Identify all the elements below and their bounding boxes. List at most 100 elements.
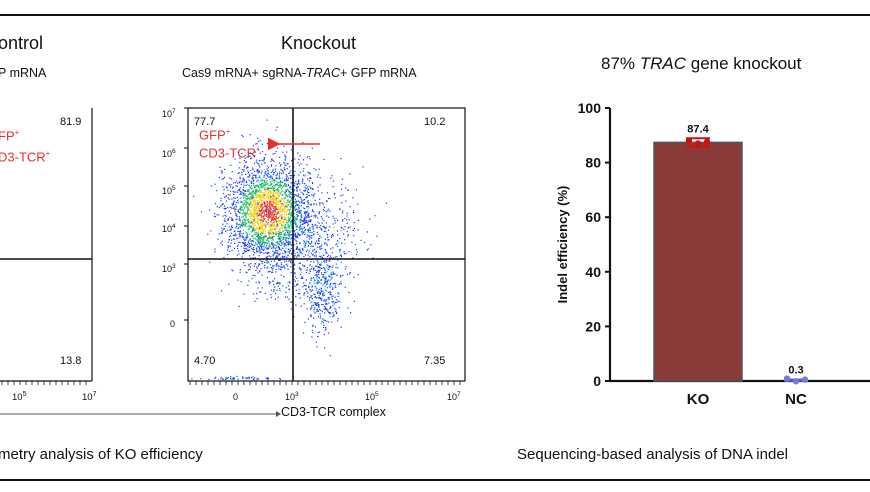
scatter-dot <box>305 240 308 242</box>
scatter-dot <box>265 191 267 193</box>
scatter-dot <box>253 207 255 209</box>
scatter-dot <box>277 281 279 283</box>
scatter-dot <box>271 244 274 246</box>
scatter-dot <box>315 256 317 258</box>
scatter-dot <box>237 189 239 191</box>
scatter-dot <box>284 209 286 211</box>
scatter-dot <box>290 225 292 227</box>
scatter-dot <box>299 251 301 253</box>
scatter-dot <box>277 217 279 219</box>
scatter-dot <box>249 155 251 157</box>
scatter-dot <box>320 287 322 289</box>
scatter-dot <box>295 194 297 196</box>
scatter-dot <box>340 281 342 283</box>
scatter-dot <box>247 184 249 186</box>
scatter-dot <box>248 225 250 227</box>
scatter-dot <box>301 230 303 232</box>
scatter-dot <box>347 189 349 191</box>
scatter-dot <box>277 255 279 257</box>
scatter-dot <box>309 204 311 206</box>
scatter-dot <box>272 193 274 195</box>
scatter-dot <box>279 186 281 188</box>
scatter-dot <box>254 205 256 208</box>
scatter-dot <box>293 201 295 203</box>
scatter-dot <box>259 197 261 199</box>
scatter-dot <box>277 172 279 175</box>
scatter-dot <box>297 152 299 154</box>
scatter-dot <box>254 192 256 194</box>
scatter-dot <box>317 332 319 334</box>
scatter-dot <box>275 193 278 195</box>
scatter-dot <box>281 226 283 228</box>
scatter-dot <box>333 315 335 317</box>
scatter-dot <box>246 210 249 212</box>
scatter-dot <box>343 233 345 235</box>
scatter-dot <box>247 209 249 211</box>
scatter-dot <box>229 229 231 231</box>
scatter-dot <box>302 264 304 267</box>
scatter-dot <box>272 243 274 245</box>
scatter-dot <box>242 196 244 198</box>
scatter-dot <box>298 164 300 166</box>
scatter-dot <box>324 285 326 287</box>
scatter-dot <box>243 222 245 224</box>
scatter-dot <box>276 174 278 176</box>
scatter-dot <box>280 244 282 246</box>
scatter-dot <box>223 220 225 222</box>
scatter-dot <box>265 235 267 238</box>
scatter-dot <box>269 246 271 248</box>
scatter-dot <box>284 164 286 166</box>
scatter-dot <box>313 278 315 280</box>
scatter-dot <box>321 304 323 306</box>
scatter-dot <box>335 218 337 220</box>
scatter-dot <box>255 177 257 179</box>
scatter-dot <box>310 277 313 279</box>
scatter-dot <box>229 190 232 192</box>
scatter-dot <box>286 265 288 267</box>
scatter-dot <box>276 246 278 248</box>
scatter-dot <box>255 269 257 272</box>
scatter-dot <box>279 209 281 211</box>
scatter-dot <box>278 196 280 198</box>
scatter-dot <box>309 172 311 174</box>
scatter-dot <box>310 204 312 206</box>
scatter-dot <box>308 235 310 237</box>
control-title: ontrol <box>0 33 44 53</box>
scatter-dot <box>324 260 326 262</box>
scatter-dot <box>243 293 245 295</box>
scatter-dot <box>291 210 293 212</box>
scatter-dot <box>278 247 280 250</box>
scatter-dot <box>339 251 341 253</box>
scatter-dot <box>328 332 330 334</box>
scatter-dot <box>318 291 320 293</box>
scatter-dot <box>268 247 270 249</box>
scatter-dot <box>246 225 248 228</box>
scatter-dot <box>239 231 241 233</box>
scatter-dot <box>274 152 276 155</box>
scatter-dot <box>296 228 298 230</box>
scatter-dot <box>245 198 247 200</box>
scatter-dot <box>275 232 277 234</box>
scatter-dot <box>297 216 299 218</box>
scatter-dot <box>311 194 313 196</box>
scatter-dot <box>263 179 266 181</box>
scatter-dot <box>259 259 261 261</box>
scatter-dot <box>265 210 267 212</box>
scatter-dot <box>259 214 261 216</box>
scatter-dot <box>273 206 275 208</box>
scatter-dot <box>329 291 331 293</box>
scatter-dot <box>348 251 350 253</box>
scatter-dot <box>259 242 261 245</box>
scatter-dot <box>229 177 231 179</box>
scatter-dot <box>317 266 319 268</box>
scatter-dot <box>242 234 244 236</box>
scatter-dot <box>374 215 376 217</box>
scatter-dot <box>238 305 240 307</box>
scatter-dot <box>263 180 265 182</box>
scatter-dot <box>280 164 282 166</box>
scatter-dot <box>244 265 246 267</box>
scatter-dot <box>282 255 284 257</box>
scatter-dot <box>254 228 256 230</box>
scatter-dot <box>300 271 302 273</box>
scatter-dot <box>225 230 227 232</box>
